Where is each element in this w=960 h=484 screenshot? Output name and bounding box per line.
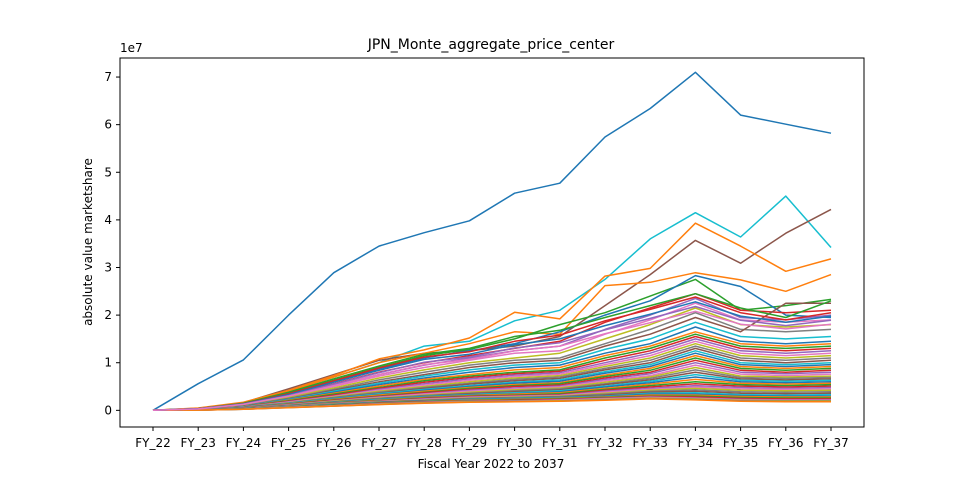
x-tick-label: FY_27 [361, 436, 397, 450]
plot-lines [152, 71, 832, 412]
y-axis-scale-label: 1e7 [120, 41, 143, 55]
y-axis: 0 1 2 3 4 5 6 7 [104, 70, 120, 417]
series-line-52 [152, 398, 831, 412]
x-tick-label: FY_28 [406, 436, 442, 450]
x-axis-label: Fiscal Year 2022 to 2037 [418, 457, 565, 471]
x-tick-label: FY_35 [723, 436, 759, 450]
x-tick-label: FY_33 [632, 436, 668, 450]
series-line-57 [152, 310, 832, 412]
x-tick-label: FY_30 [497, 436, 533, 450]
x-tick-label: FY_36 [768, 436, 804, 450]
x-axis: FY_22 FY_23 FY_24 FY_25 FY_26 FY_27 FY_28 FY_29… [135, 427, 849, 450]
y-tick-label: 7 [104, 70, 112, 84]
series-line-0 [152, 71, 832, 411]
x-tick-label: FY_31 [542, 436, 578, 450]
y-tick-label: 4 [104, 213, 112, 227]
y-tick-label: 2 [104, 308, 112, 322]
x-tick-label: FY_29 [452, 436, 488, 450]
x-tick-label: FY_32 [587, 436, 623, 450]
x-tick-label: FY_23 [180, 436, 216, 450]
x-tick-label: FY_37 [813, 436, 849, 450]
series-line-53 [152, 292, 832, 412]
y-tick-label: 3 [104, 260, 112, 274]
x-tick-label: FY_34 [678, 436, 714, 450]
y-tick-label: 0 [104, 403, 112, 417]
chart-title: JPN_Monte_aggregate_price_center [367, 37, 615, 53]
axes-frame [119, 57, 865, 428]
x-tick-label: FY_26 [316, 436, 352, 450]
y-tick-label: 1 [104, 356, 112, 370]
x-tick-label: FY_25 [271, 436, 307, 450]
y-tick-label: 5 [104, 165, 112, 179]
y-tick-label: 6 [104, 118, 112, 132]
y-axis-label: absolute value marketshare [81, 158, 95, 326]
x-tick-label: FY_22 [135, 436, 171, 450]
x-tick-label: FY_24 [226, 436, 262, 450]
